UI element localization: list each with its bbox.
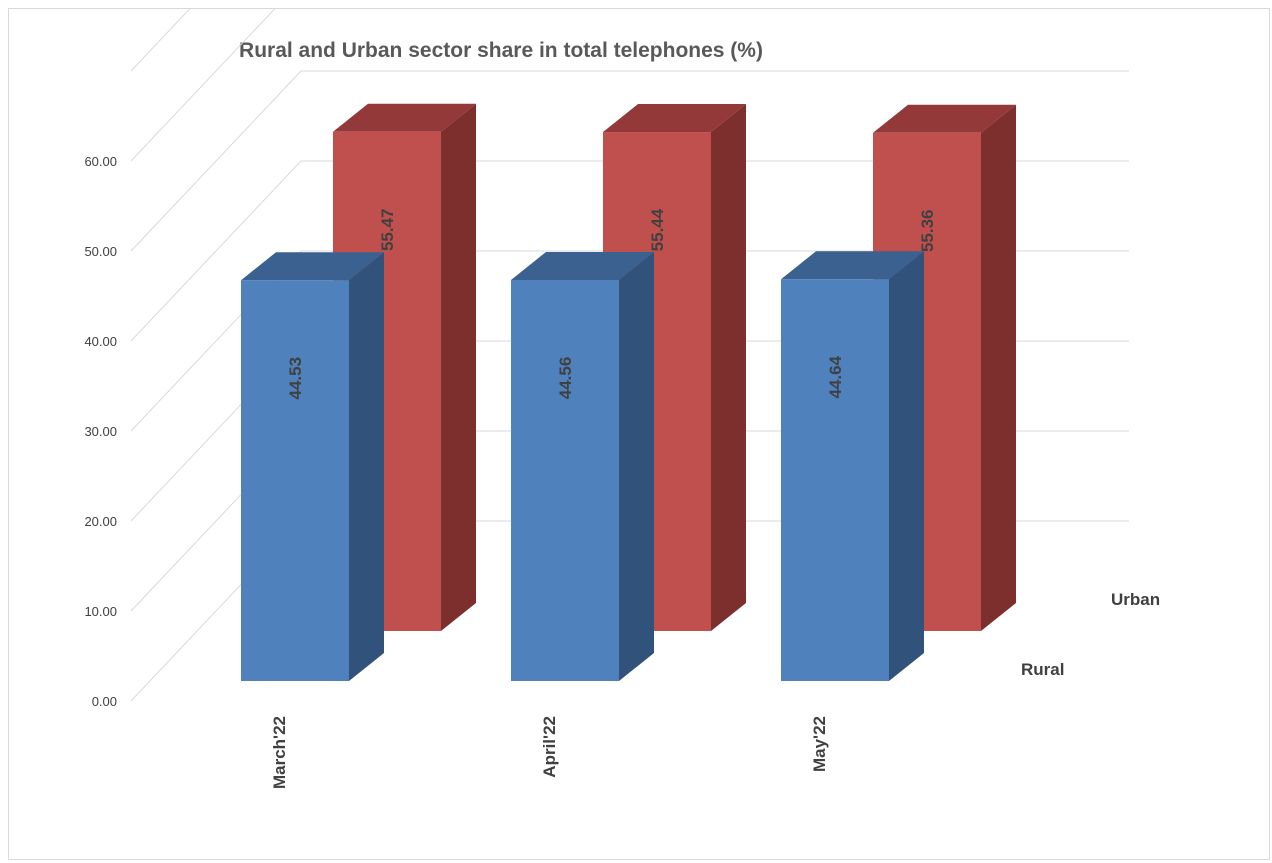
gridline-side bbox=[130, 70, 302, 252]
bar-rural-1: 44.56 bbox=[511, 251, 654, 681]
bar-front bbox=[781, 279, 889, 681]
bar-top bbox=[333, 103, 476, 132]
x-tick-label: March'22 bbox=[270, 716, 289, 789]
chart-title: Rural and Urban sector share in total te… bbox=[239, 39, 763, 62]
series-label-urban: Urban bbox=[1111, 590, 1160, 609]
bar-side bbox=[981, 104, 1016, 631]
data-label: 55.36 bbox=[918, 209, 937, 252]
data-label: 44.56 bbox=[556, 357, 575, 400]
chart-frame: Rural and Urban sector share in total te… bbox=[8, 8, 1270, 860]
data-label: 44.64 bbox=[826, 355, 845, 398]
data-label: 55.44 bbox=[648, 208, 667, 251]
y-tick-label: 50.00 bbox=[84, 244, 117, 259]
y-tick-label: 40.00 bbox=[84, 334, 117, 349]
bar-chart: Rural and Urban sector share in total te… bbox=[84, 9, 1160, 789]
bar-side bbox=[441, 103, 476, 631]
y-tick-label: 60.00 bbox=[84, 154, 117, 169]
bar-side bbox=[349, 252, 384, 682]
bar-top bbox=[873, 104, 1016, 133]
gridline-side bbox=[130, 9, 276, 162]
bar-top bbox=[781, 251, 924, 280]
gridline-side bbox=[130, 9, 191, 72]
x-tick-label: April'22 bbox=[540, 716, 559, 778]
bar-front bbox=[511, 279, 619, 681]
bar-top bbox=[511, 251, 654, 280]
y-tick-label: 10.00 bbox=[84, 604, 117, 619]
data-label: 55.47 bbox=[378, 208, 397, 251]
gridline-side bbox=[130, 160, 302, 342]
bar-rural-0: 44.53 bbox=[241, 252, 384, 682]
bar-side bbox=[711, 104, 746, 632]
x-tick-label: May'22 bbox=[810, 716, 829, 772]
bar-top bbox=[603, 104, 746, 133]
bar-front bbox=[241, 280, 349, 681]
y-tick-label: 20.00 bbox=[84, 514, 117, 529]
series-label-rural: Rural bbox=[1021, 660, 1064, 679]
bar-top bbox=[241, 252, 384, 281]
bar-rural-2: 44.64 bbox=[781, 251, 924, 682]
bar-side bbox=[619, 251, 654, 681]
bar-side bbox=[889, 251, 924, 682]
y-tick-label: 0.00 bbox=[92, 694, 117, 709]
y-tick-label: 30.00 bbox=[84, 424, 117, 439]
bar-urban-2: 55.36 bbox=[873, 104, 1016, 631]
data-label: 44.53 bbox=[286, 357, 305, 400]
